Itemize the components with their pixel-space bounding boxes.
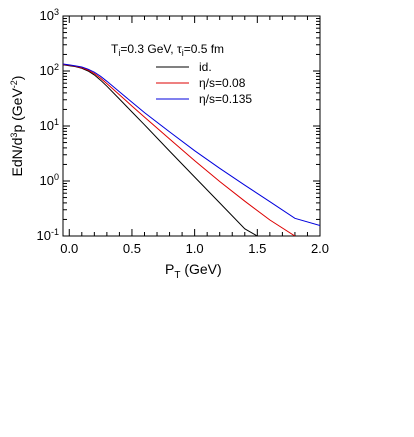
y-tick-label: 101 — [40, 117, 59, 133]
y-tick-label: 10-1 — [37, 227, 59, 243]
x-tick-label: 1.5 — [248, 241, 266, 256]
legend-label: id. — [199, 60, 212, 74]
x-axis-title: PT (GeV) — [165, 261, 222, 281]
legend-label: η/s=0.08 — [199, 76, 246, 90]
series-line-1 — [63, 64, 258, 236]
tick-labels: 0.0 0.5 1.0 1.5 2.0 10-1 100 101 102 103 — [37, 7, 330, 256]
x-tick-label: 0.0 — [60, 241, 78, 256]
y-tick-label: 102 — [40, 62, 59, 78]
y-axis-title: EdN/d3p (GeV-2) — [9, 76, 25, 177]
series-lines — [63, 63, 320, 236]
annotation-text: Ti=0.3 GeV, τi=0.5 fm — [111, 42, 224, 58]
series-line-2 — [63, 63, 296, 236]
ticks — [63, 15, 321, 237]
series-line-3 — [63, 63, 320, 226]
x-tick-label: 2.0 — [311, 241, 329, 256]
legend: id. η/s=0.08 η/s=0.135 — [156, 60, 252, 106]
x-tick-label: 0.5 — [123, 241, 141, 256]
legend-label: η/s=0.135 — [199, 92, 252, 106]
x-tick-label: 1.0 — [186, 241, 204, 256]
y-tick-label: 100 — [40, 172, 59, 188]
y-tick-label: 103 — [40, 7, 59, 23]
